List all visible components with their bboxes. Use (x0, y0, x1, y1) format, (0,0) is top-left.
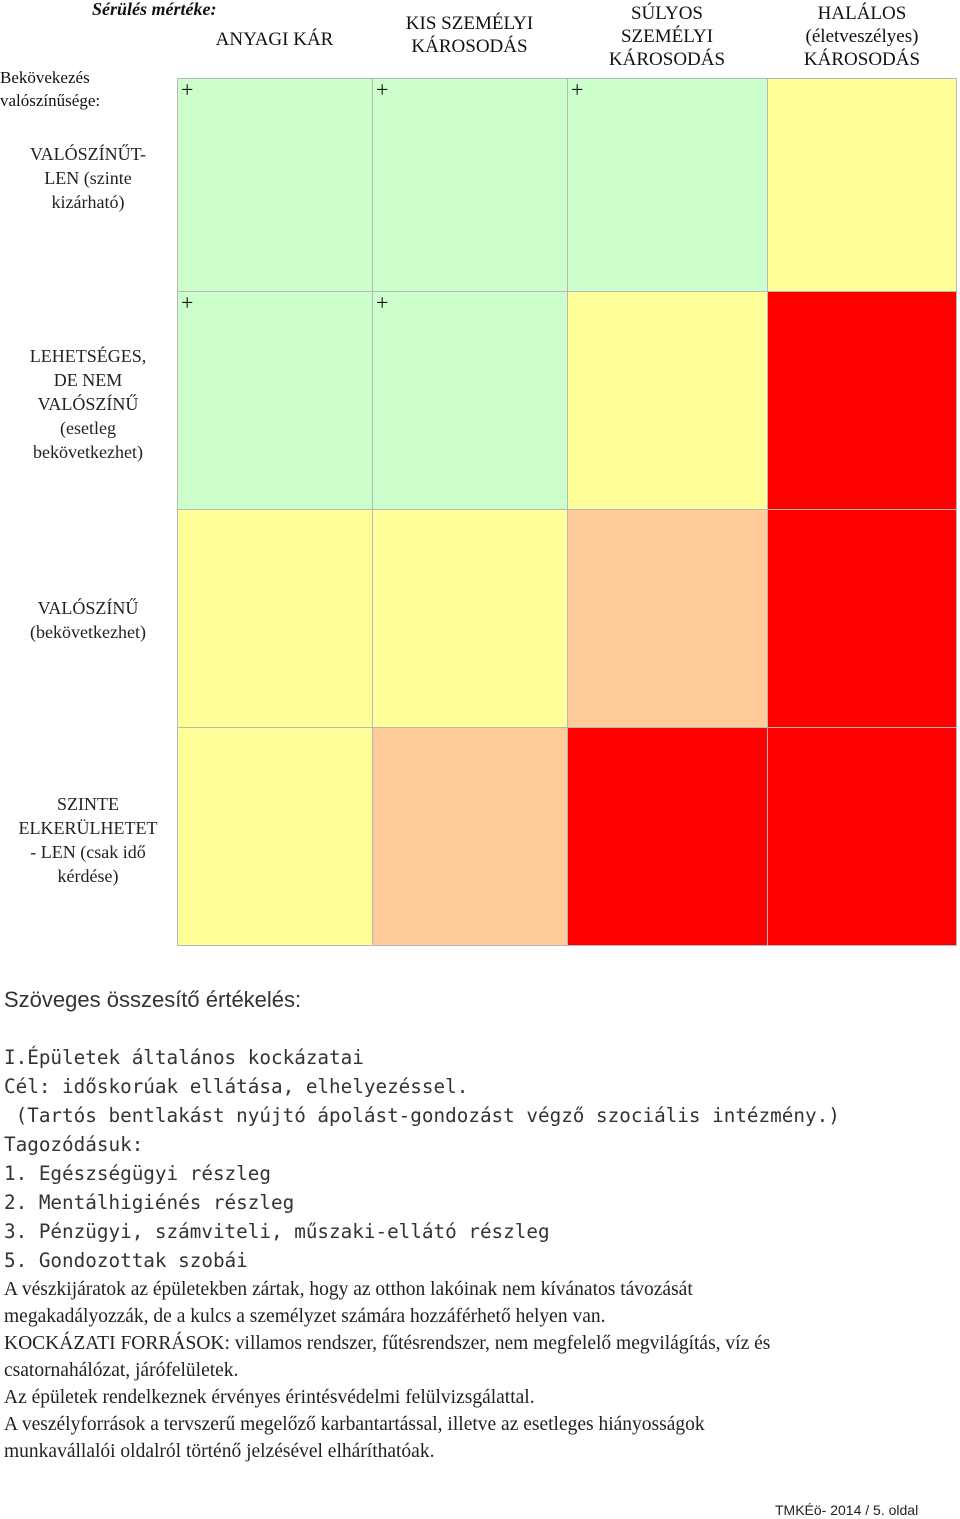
row-label-4: SZINTE ELKERÜLHETET - LEN (csak idő kérdése… (18, 794, 158, 886)
summary-line: I.Épületek általános kockázatai (4, 1046, 364, 1069)
column-header-2: KIS SZEMÉLYI KÁROSODÁS (405, 13, 534, 57)
summary-line: 3. Pénzügyi, számviteli, műszaki-ellátó … (4, 1220, 550, 1243)
summary-paragraph-line: csatornahálózat, járófelületek. (4, 1360, 239, 1381)
row-label-1: VALÓSZÍNŰT- LEN (szinte kizárható) (29, 144, 146, 212)
plus-mark: + (181, 290, 194, 315)
column-header-1: ANYAGI KÁR (215, 29, 334, 50)
summary-line: 2. Mentálhigiénés részleg (4, 1191, 295, 1214)
matrix-cell-r3-c1 (177, 509, 372, 727)
plus-mark: + (571, 77, 584, 102)
matrix-cell-r1-c1: + (177, 78, 372, 291)
summary-serif-block: A vészkijáratok az épületekben zártak, h… (4, 1276, 960, 1465)
summary-line: 5. Gondozottak szobái (4, 1249, 248, 1272)
summary-paragraph-line: Az épületek rendelkeznek érvényes érinté… (4, 1387, 535, 1408)
matrix-cell-r3-c4 (767, 509, 957, 727)
matrix-cell-r4-c4 (767, 727, 957, 946)
matrix-cell-r3-c3 (567, 509, 767, 727)
plus-mark: + (376, 290, 389, 315)
matrix-cell-r2-c2: + (372, 291, 567, 509)
plus-mark: + (181, 77, 194, 102)
summary-mono-block: I.Épületek általános kockázatai Cél: idős… (4, 1043, 960, 1275)
summary-paragraph-line: KOCKÁZATI FORRÁSOK: villamos rendszer, f… (4, 1333, 771, 1354)
summary-paragraph-line: A veszélyforrások a tervszerű megelőző k… (4, 1414, 705, 1435)
column-header-3: SÚLYOS SZEMÉLYI KÁROSODÁS (608, 3, 726, 70)
summary-paragraph-line: munkavállalói oldalról történő jelzéséve… (4, 1441, 435, 1462)
row-label-2: LEHETSÉGES, DE NEM VALÓSZÍNŰ (esetleg beköve… (29, 346, 147, 462)
summary-line: 1. Egészségügyi részleg (4, 1162, 271, 1185)
row-label-3: VALÓSZÍNŰ (bekövetkezhet) (30, 598, 146, 642)
summary-line: Tagozódásuk: (4, 1133, 144, 1156)
matrix-cell-r2-c3 (567, 291, 767, 509)
matrix-cell-r1-c3: + (567, 78, 767, 291)
matrix-cell-r4-c1 (177, 727, 372, 946)
summary-title: Szöveges összesítő értékelés: (4, 987, 302, 1012)
page-footer: TMKÉö- 2014 / 5. oldal (775, 1502, 919, 1518)
matrix-cell-r4-c2 (372, 727, 567, 946)
matrix-cell-r2-c1: + (177, 291, 372, 509)
matrix-cell-r1-c4 (767, 78, 957, 291)
summary-paragraph-line: A vészkijáratok az épületekben zártak, h… (4, 1279, 693, 1300)
plus-mark: + (376, 77, 389, 102)
summary-line: Cél: időskorúak ellátása, elhelyezéssel. (4, 1075, 469, 1098)
matrix-corner-bottom: Bekövekezés valószínűsége: (0, 68, 101, 110)
matrix-cell-r3-c2 (372, 509, 567, 727)
matrix-cell-r1-c2: + (372, 78, 567, 291)
summary-line: (Tartós bentlakást nyújtó ápolást-gondoz… (4, 1104, 840, 1127)
column-header-4: HALÁLOS (életveszélyes) KÁROSODÁS (803, 3, 921, 70)
matrix-cell-r4-c3 (567, 727, 767, 946)
summary-paragraph-line: megakadályozzák, de a kulcs a személyzet… (4, 1306, 606, 1327)
matrix-corner-top: Sérülés mértéke: (92, 0, 217, 19)
matrix-cell-r2-c4 (767, 291, 957, 509)
